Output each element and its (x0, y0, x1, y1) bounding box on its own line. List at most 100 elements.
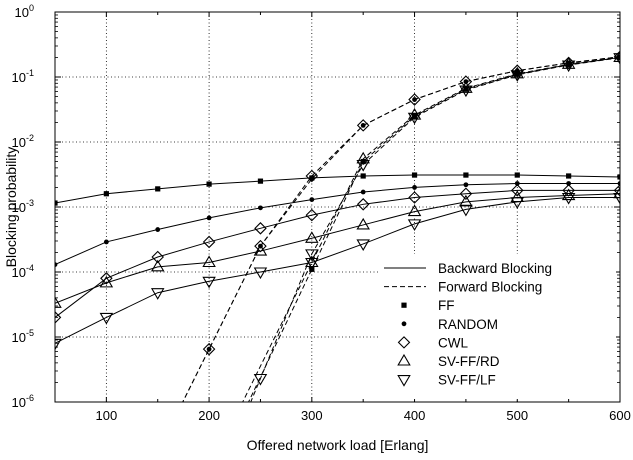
legend-label: CWL (438, 335, 468, 350)
data-point-sv-ff-lf (407, 219, 422, 231)
data-point-ff (463, 172, 469, 178)
legend-marker-triangle-down (397, 375, 411, 387)
legend-box (380, 254, 616, 399)
legend-marker-square (401, 302, 407, 308)
series-line-sv-ff-lf-forward (250, 57, 620, 402)
x-tick-label: 400 (404, 408, 426, 423)
data-point-sv-ff-lf (459, 204, 473, 217)
series-ff-backward (55, 172, 620, 206)
data-point-cwl (100, 272, 113, 285)
data-point-sv-ff-rd (561, 188, 576, 201)
data-point-sv-ff-lf (613, 53, 620, 65)
series-line-random-backward (55, 182, 620, 266)
data-point-sv-ff-lf (561, 192, 576, 205)
x-tick-label: 100 (96, 408, 118, 423)
data-point-sv-ff-rd (510, 66, 525, 79)
data-point-cwl (305, 169, 319, 183)
x-tick-label: 200 (198, 408, 220, 423)
data-point-sv-ff-rd (55, 296, 62, 308)
legend-label: SV-FF/RD (438, 354, 500, 369)
x-tick-label: 300 (301, 408, 323, 423)
data-point-ff (55, 200, 58, 206)
data-point-random (309, 197, 315, 202)
data-point-sv-ff-lf (356, 239, 370, 252)
data-point-sv-ff-lf (99, 312, 114, 325)
series-sv-ff-lf-forward (250, 53, 620, 402)
y-axis-label: Blocking probability (3, 147, 19, 268)
data-point-random (514, 181, 520, 186)
data-point-sv-ff-lf (356, 159, 370, 172)
data-point-cwl (356, 198, 370, 211)
data-point-cwl (356, 119, 370, 132)
data-point-random (55, 262, 58, 267)
data-point-cwl (408, 93, 421, 106)
data-point-ff (566, 173, 572, 179)
data-point-sv-ff-lf (613, 192, 620, 205)
series-sv-ff-rd-forward (242, 50, 620, 402)
data-point-cwl (254, 239, 267, 253)
series-sv-ff-lf-backward (55, 192, 620, 351)
legend-label: SV-FF/LF (438, 373, 496, 388)
data-point-random (566, 181, 572, 186)
data-point-random (463, 182, 469, 188)
data-point-sv-ff-rd (561, 57, 576, 69)
data-point-cwl (510, 184, 524, 197)
legend-label: FF (438, 298, 455, 313)
data-point-cwl (55, 311, 62, 324)
x-axis-label: Offered network load [Erlang] (247, 437, 429, 453)
series-sv-ff-rd-backward (55, 186, 620, 308)
data-point-sv-ff-rd (407, 204, 422, 217)
data-point-cwl (510, 64, 524, 77)
y-tick-label: 10-5 (12, 328, 34, 345)
data-point-sv-ff-rd (459, 81, 473, 93)
legend-label: Backward Blocking (438, 261, 552, 276)
x-tick-label: 500 (506, 408, 528, 423)
data-point-sv-ff-rd (253, 243, 268, 256)
data-point-sv-ff-rd (613, 186, 620, 199)
data-point-cwl (459, 187, 473, 201)
data-point-sv-ff-lf (561, 60, 576, 73)
data-point-sv-ff-rd (356, 151, 370, 164)
legend: Backward Blocking Forward Blocking FF RANDO… (380, 254, 616, 399)
y-tick-label: 10-6 (12, 393, 34, 410)
data-point-ff (309, 266, 315, 272)
data-point-cwl (202, 235, 216, 249)
data-point-ff (411, 172, 418, 178)
y-tick-label: 10-3 (12, 198, 34, 215)
series-random-backward (55, 181, 620, 267)
data-point-sv-ff-rd (356, 217, 370, 230)
data-point-cwl (151, 250, 165, 264)
data-point-random (617, 181, 620, 186)
y-tick-label: 100 (15, 3, 34, 20)
data-point-sv-ff-lf (459, 85, 473, 98)
data-point-sv-ff-lf (150, 288, 165, 300)
legend-marker-circle (401, 321, 407, 327)
data-point-ff (617, 174, 620, 180)
data-point-random (155, 227, 161, 232)
data-point-ff (514, 172, 520, 178)
y-tick-label: 10-2 (12, 133, 34, 150)
data-point-random (206, 215, 212, 221)
data-point-sv-ff-rd (459, 194, 473, 207)
legend-marker-diamond (397, 336, 411, 349)
data-point-cwl (202, 342, 216, 356)
series-line-sv-ff-rd-forward (242, 56, 620, 402)
series-layer (55, 50, 620, 402)
series-line-ff-backward (55, 174, 620, 204)
data-point-sv-ff-rd (150, 259, 165, 272)
plot-frame (54, 11, 621, 403)
data-point-sv-ff-lf (253, 267, 268, 280)
data-point-ff (463, 86, 469, 92)
data-point-ff (360, 173, 366, 179)
data-point-cwl (305, 208, 319, 222)
data-point-ff (103, 191, 109, 197)
data-point-sv-ff-lf (55, 338, 62, 351)
data-point-cwl (254, 222, 267, 235)
data-point-cwl (613, 50, 620, 64)
data-point-sv-ff-rd (407, 107, 422, 120)
data-point-sv-ff-lf (202, 276, 216, 289)
legend-label: RANDOM (438, 317, 498, 332)
data-point-random (360, 189, 366, 195)
legend-marker-triangle-up (397, 353, 411, 366)
